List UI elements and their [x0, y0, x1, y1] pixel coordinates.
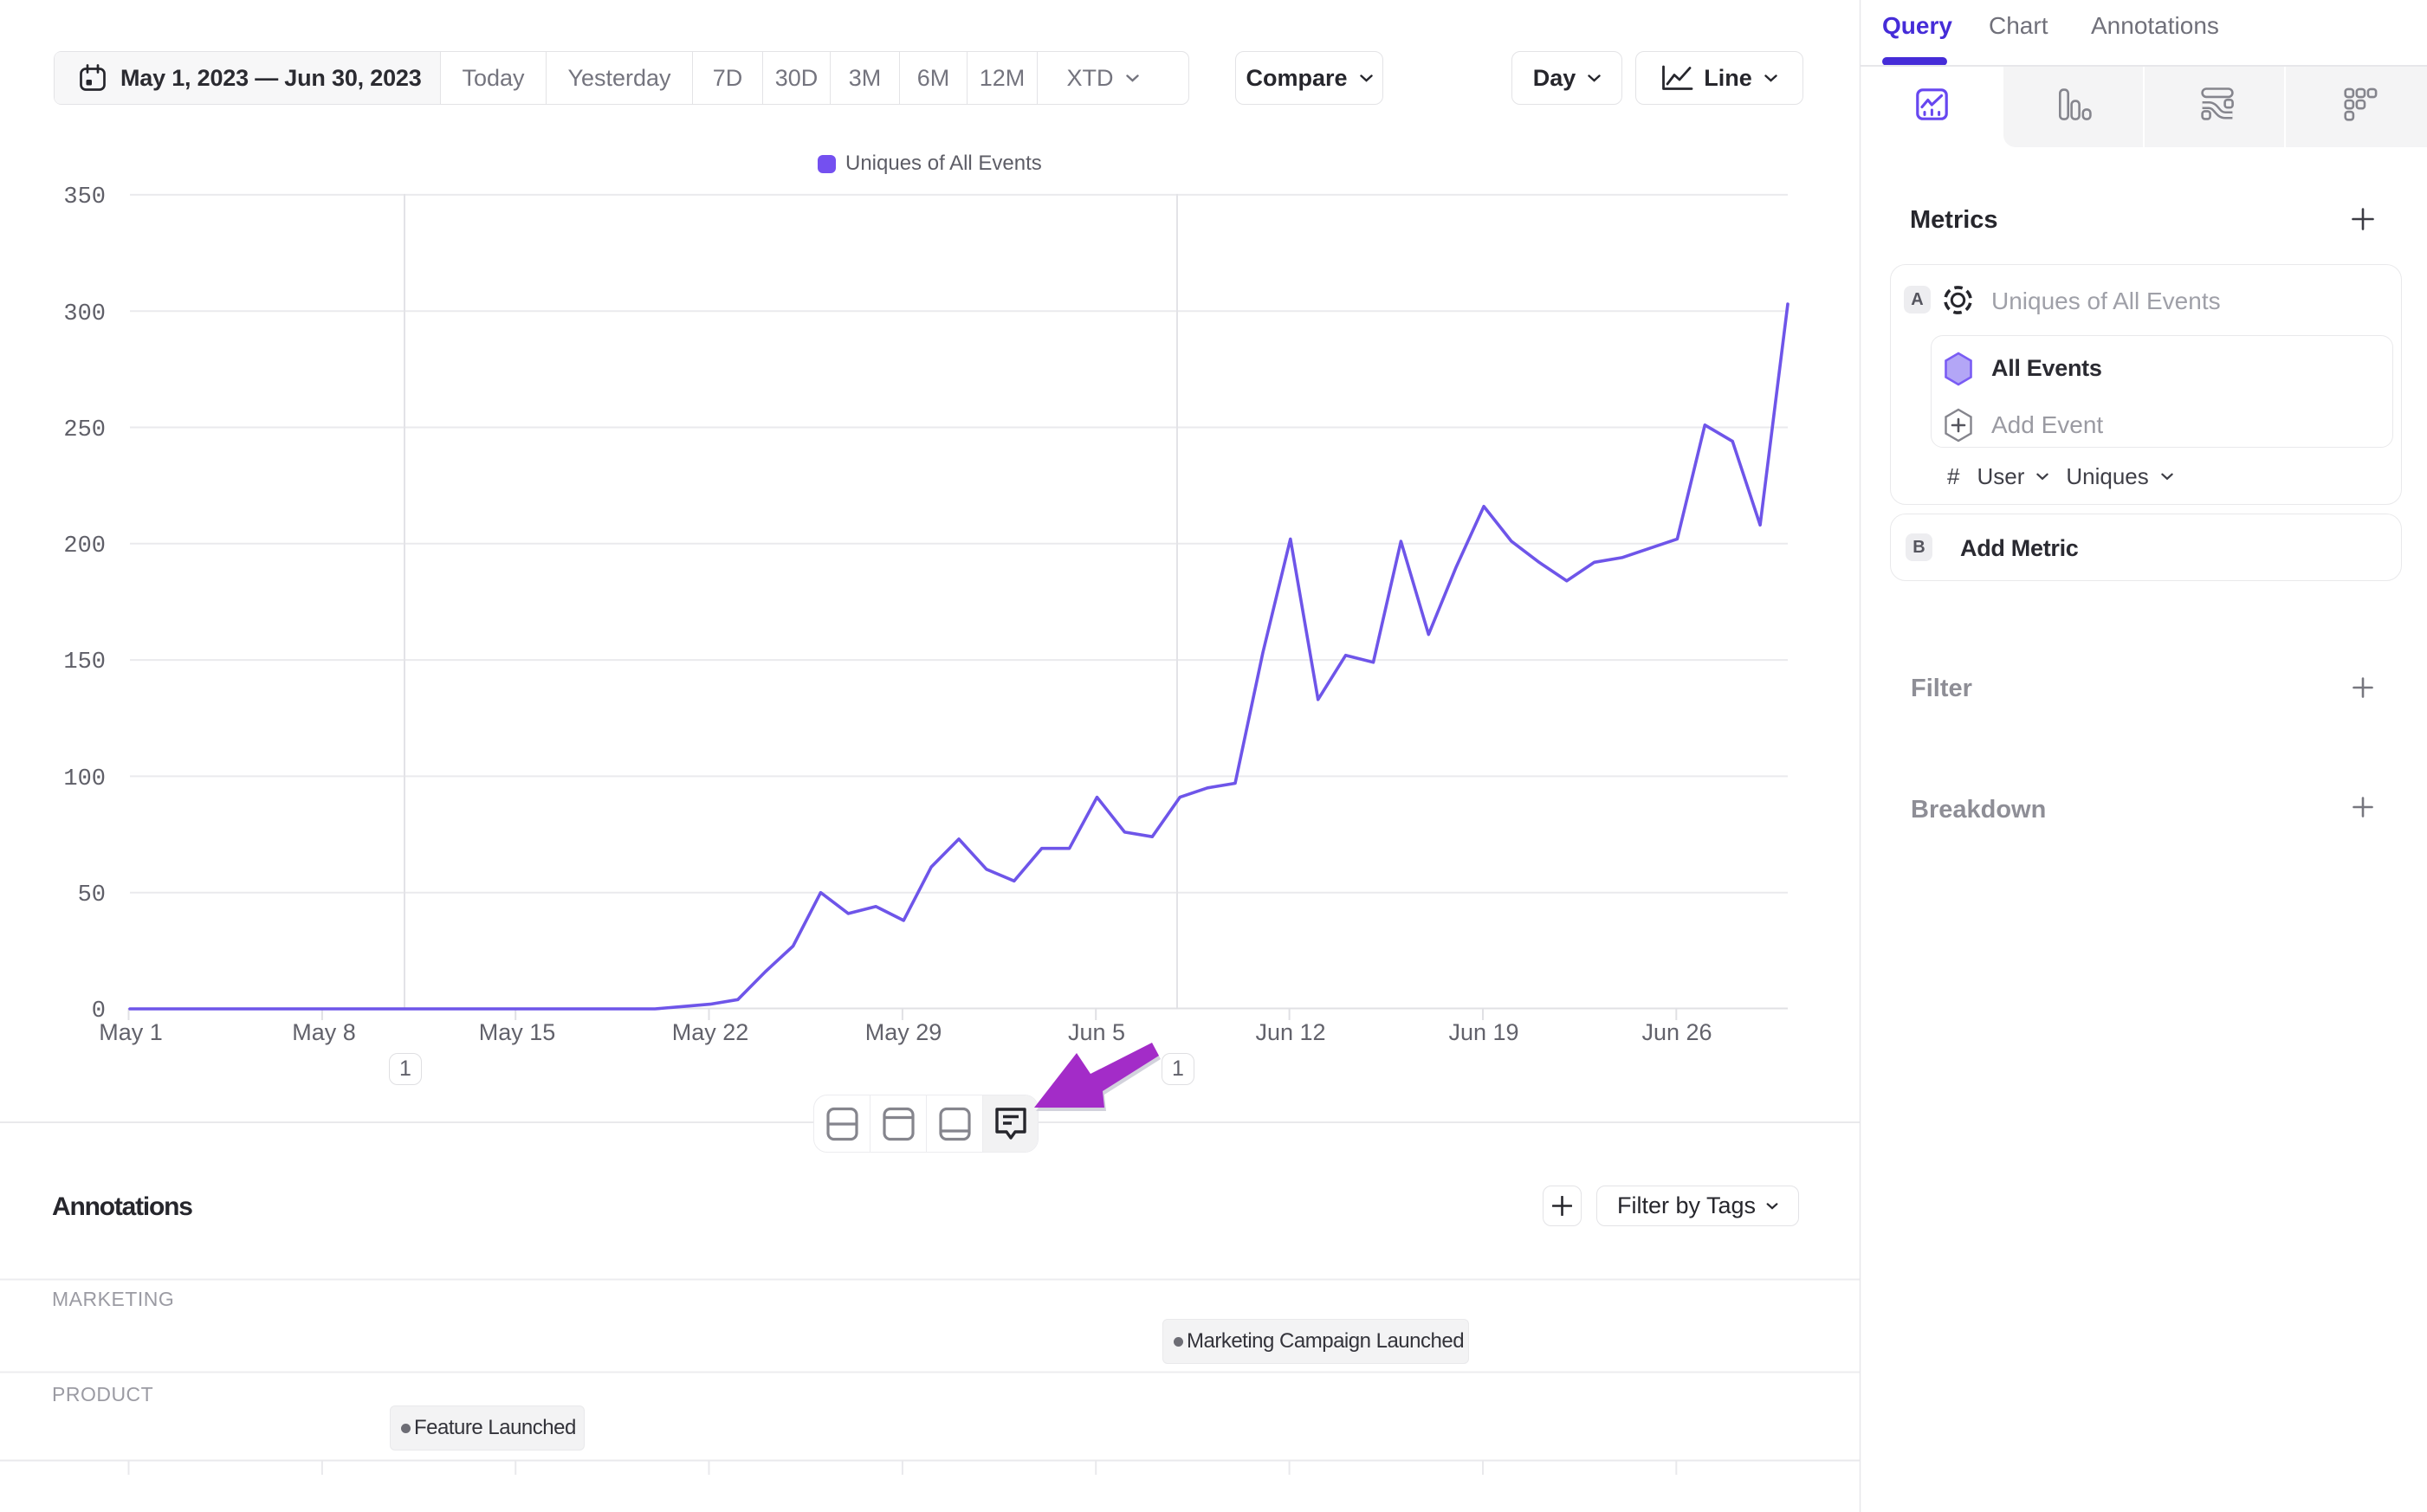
svg-text:50: 50: [78, 882, 106, 908]
svg-text:200: 200: [63, 533, 106, 559]
svg-text:100: 100: [63, 766, 106, 792]
svg-text:May 29: May 29: [865, 1019, 942, 1045]
svg-text:Jun 12: Jun 12: [1255, 1019, 1325, 1045]
svg-text:0: 0: [92, 998, 106, 1024]
svg-text:May 1: May 1: [99, 1019, 163, 1045]
svg-text:350: 350: [63, 184, 106, 210]
svg-text:May 15: May 15: [479, 1019, 556, 1045]
svg-text:150: 150: [63, 649, 106, 675]
svg-text:May 8: May 8: [292, 1019, 356, 1045]
svg-text:300: 300: [63, 301, 106, 327]
svg-text:Jun 5: Jun 5: [1068, 1019, 1125, 1045]
svg-text:Jun 19: Jun 19: [1448, 1019, 1518, 1045]
svg-text:250: 250: [63, 417, 106, 443]
svg-text:May 22: May 22: [672, 1019, 749, 1045]
svg-text:Jun 26: Jun 26: [1641, 1019, 1712, 1045]
